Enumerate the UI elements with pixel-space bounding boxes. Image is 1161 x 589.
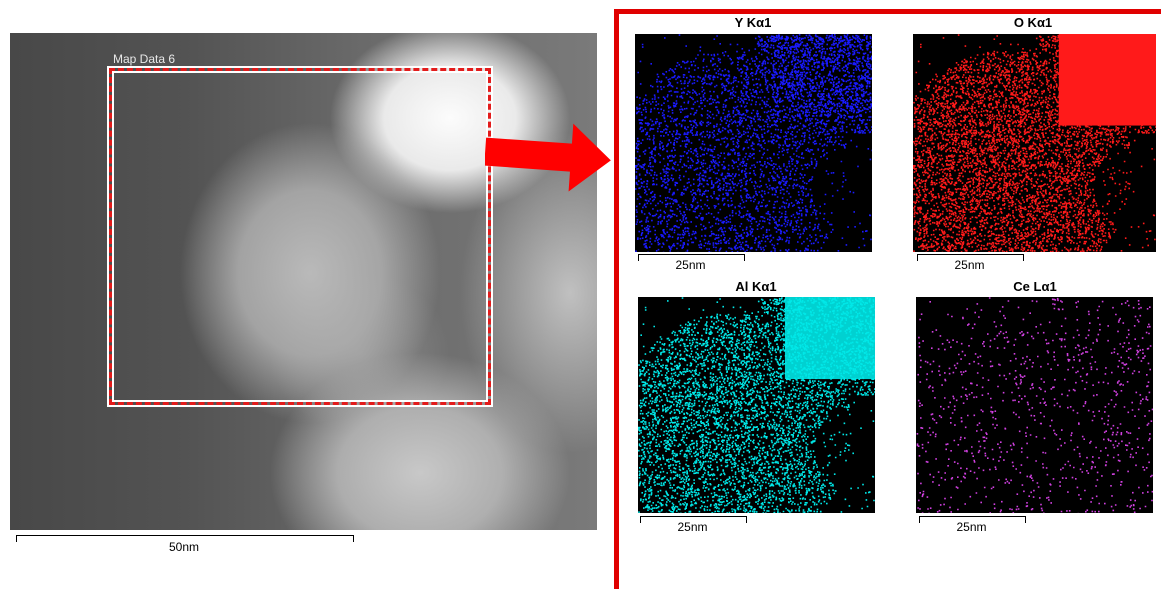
map-data-label: Map Data 6 (113, 52, 176, 66)
p0-speckle (635, 34, 872, 252)
region-of-interest-box (109, 68, 491, 405)
al-element-map (638, 297, 875, 513)
p3-speckle (916, 297, 1153, 513)
o-element-map (913, 34, 1156, 252)
y-map-scale-bar (638, 254, 745, 261)
o-map-scale-bar (917, 254, 1024, 261)
al-map-scale-bar (640, 516, 747, 523)
o-map-dense-region (1058, 34, 1156, 126)
arrow-icon (485, 123, 611, 192)
ce-map-scale-bar (919, 516, 1026, 523)
al-map-scale-label: 25nm (677, 520, 708, 534)
overview-scale-label: 50nm (168, 540, 200, 554)
haadf-overview-image (10, 33, 597, 530)
o-map-title: O Kα1 (1013, 15, 1053, 30)
ce-map-scale-label: 25nm (956, 520, 987, 534)
o-map-scale-label: 25nm (954, 258, 985, 272)
ce-element-map (916, 297, 1153, 513)
y-map-title: Y Kα1 (734, 15, 772, 30)
overview-scale-bar (16, 535, 354, 542)
ce-map-title: Ce Lα1 (1013, 279, 1057, 294)
element-maps-frame (614, 9, 1161, 589)
y-element-map (635, 34, 872, 252)
al-map-dense-region (784, 297, 875, 380)
y-map-scale-label: 25nm (675, 258, 706, 272)
al-map-title: Al Kα1 (735, 279, 777, 294)
